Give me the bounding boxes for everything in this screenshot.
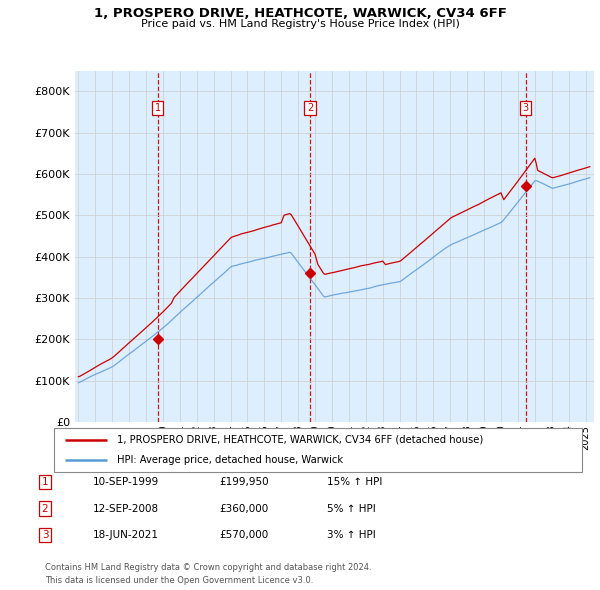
- Text: 15% ↑ HPI: 15% ↑ HPI: [327, 477, 382, 487]
- FancyBboxPatch shape: [54, 428, 582, 472]
- Text: 1: 1: [155, 103, 161, 113]
- Text: 3: 3: [523, 103, 529, 113]
- Text: Contains HM Land Registry data © Crown copyright and database right 2024.: Contains HM Land Registry data © Crown c…: [45, 563, 371, 572]
- Text: 3: 3: [41, 530, 49, 540]
- Text: £570,000: £570,000: [219, 530, 268, 540]
- Text: 12-SEP-2008: 12-SEP-2008: [93, 504, 159, 513]
- Text: 2: 2: [41, 504, 49, 513]
- Text: 18-JUN-2021: 18-JUN-2021: [93, 530, 159, 540]
- Text: Price paid vs. HM Land Registry's House Price Index (HPI): Price paid vs. HM Land Registry's House …: [140, 19, 460, 29]
- Text: This data is licensed under the Open Government Licence v3.0.: This data is licensed under the Open Gov…: [45, 576, 313, 585]
- Text: HPI: Average price, detached house, Warwick: HPI: Average price, detached house, Warw…: [118, 455, 343, 465]
- Text: £360,000: £360,000: [219, 504, 268, 513]
- Text: 1, PROSPERO DRIVE, HEATHCOTE, WARWICK, CV34 6FF: 1, PROSPERO DRIVE, HEATHCOTE, WARWICK, C…: [94, 7, 506, 20]
- Text: 10-SEP-1999: 10-SEP-1999: [93, 477, 159, 487]
- Text: 2: 2: [307, 103, 313, 113]
- Text: 3% ↑ HPI: 3% ↑ HPI: [327, 530, 376, 540]
- Text: £199,950: £199,950: [219, 477, 269, 487]
- Text: 1, PROSPERO DRIVE, HEATHCOTE, WARWICK, CV34 6FF (detached house): 1, PROSPERO DRIVE, HEATHCOTE, WARWICK, C…: [118, 435, 484, 445]
- Text: 1: 1: [41, 477, 49, 487]
- Text: 5% ↑ HPI: 5% ↑ HPI: [327, 504, 376, 513]
